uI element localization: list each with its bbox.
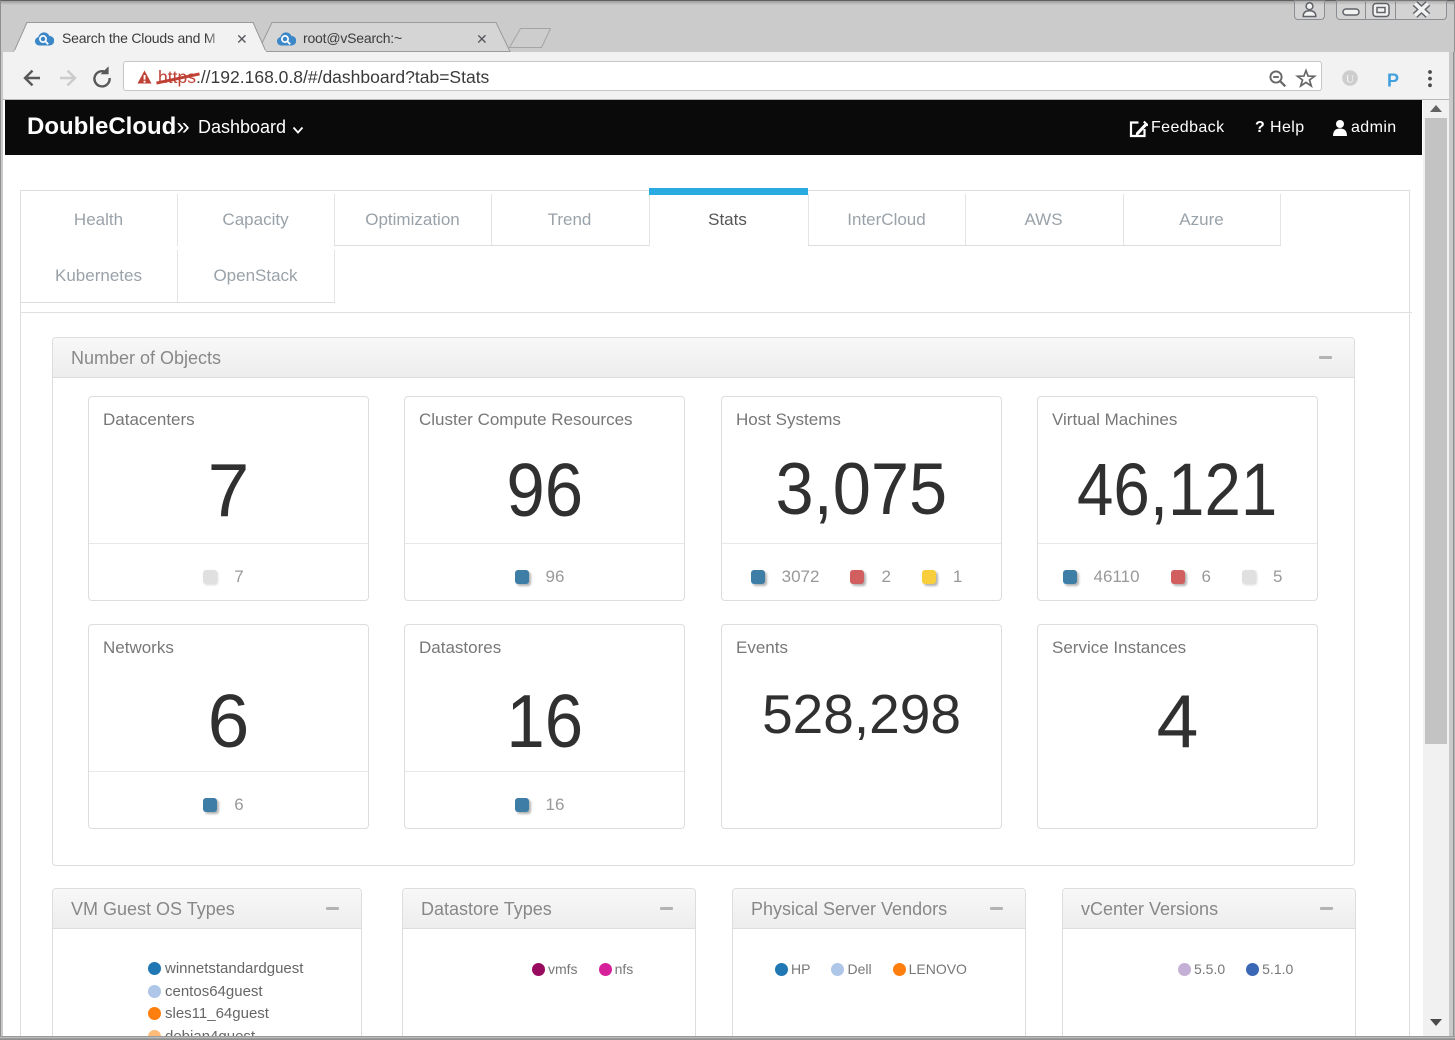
svg-text:P: P (1387, 71, 1399, 91)
svg-text:U: U (1346, 74, 1354, 86)
